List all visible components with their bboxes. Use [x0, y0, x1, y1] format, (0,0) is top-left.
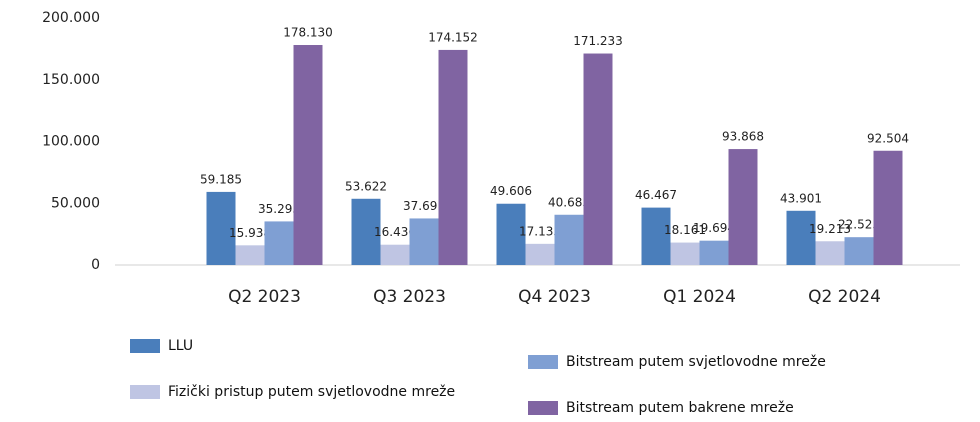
bar — [844, 237, 874, 265]
legend-item: Fizički pristup putem svjetlovodne mreže — [130, 372, 468, 412]
y-tick-label: 100.000 — [42, 134, 100, 150]
legend-label: Fizički pristup putem svjetlovodne mreže — [168, 384, 456, 400]
value-label: 59.185 — [200, 172, 242, 186]
x-tick-label: Q2 2024 — [808, 287, 881, 307]
value-label: 17.135 — [519, 224, 561, 238]
value-label: 46.467 — [635, 188, 677, 202]
legend-swatch — [130, 385, 160, 399]
value-label: 178.130 — [283, 26, 333, 40]
legend-label: Bitstream putem svjetlovodne mreže — [566, 354, 826, 370]
value-label: 19.694 — [693, 221, 735, 235]
bar — [438, 49, 468, 266]
legend-swatch — [528, 401, 558, 415]
value-label: 37.691 — [403, 199, 445, 213]
bar — [206, 191, 236, 265]
value-label: 93.868 — [722, 130, 764, 144]
value-label: 171.233 — [573, 34, 623, 48]
bar — [583, 53, 613, 265]
bar — [670, 242, 700, 265]
legend-swatch — [130, 339, 160, 353]
x-tick-label: Q3 2023 — [373, 287, 446, 307]
bar — [264, 221, 294, 265]
value-label: 19.213 — [809, 222, 851, 236]
bar — [786, 210, 816, 265]
legend-label: LLU — [168, 338, 194, 354]
value-label: 43.901 — [780, 191, 822, 205]
y-tick-label: 150.000 — [42, 72, 100, 88]
value-label: 174.152 — [428, 30, 478, 44]
bar — [815, 241, 845, 265]
value-label: 22.525 — [838, 218, 880, 232]
bar — [525, 243, 555, 265]
legend-item: LLU — [130, 326, 508, 366]
x-tick-label: Q1 2024 — [663, 287, 736, 307]
x-tick-label: Q2 2023 — [228, 287, 301, 307]
bar — [351, 198, 381, 265]
y-tick-label: 0 — [91, 257, 100, 273]
bar — [380, 244, 410, 265]
value-label: 16.436 — [374, 225, 416, 239]
y-tick-label: 200.000 — [42, 10, 100, 26]
value-label: 18.161 — [664, 223, 706, 237]
value-label: 15.938 — [229, 226, 271, 240]
value-label: 92.504 — [867, 131, 909, 145]
bar — [641, 207, 671, 265]
bar — [728, 149, 758, 265]
value-label: 40.683 — [548, 195, 590, 209]
x-tick-label: Q4 2023 — [518, 287, 591, 307]
bar — [554, 214, 584, 265]
value-label: 49.606 — [490, 184, 532, 198]
bar — [496, 203, 526, 265]
value-label: 35.293 — [258, 202, 300, 216]
legend-label: Bitstream putem bakrene mreže — [566, 400, 794, 416]
bar — [293, 45, 323, 266]
bar — [699, 240, 729, 265]
bar — [409, 218, 439, 265]
legend-swatch — [528, 355, 558, 369]
bar — [873, 150, 903, 265]
bar — [235, 245, 265, 265]
value-label: 53.622 — [345, 179, 387, 193]
legend-item: Bitstream putem bakrene mreže — [528, 388, 906, 422]
y-tick-label: 50.000 — [51, 195, 100, 211]
legend-item: Bitstream putem svjetlovodne mreže — [528, 342, 866, 382]
plot: 0 50.000 100.000 150.000 200.000 Q2 2023 59.18… — [42, 10, 960, 307]
